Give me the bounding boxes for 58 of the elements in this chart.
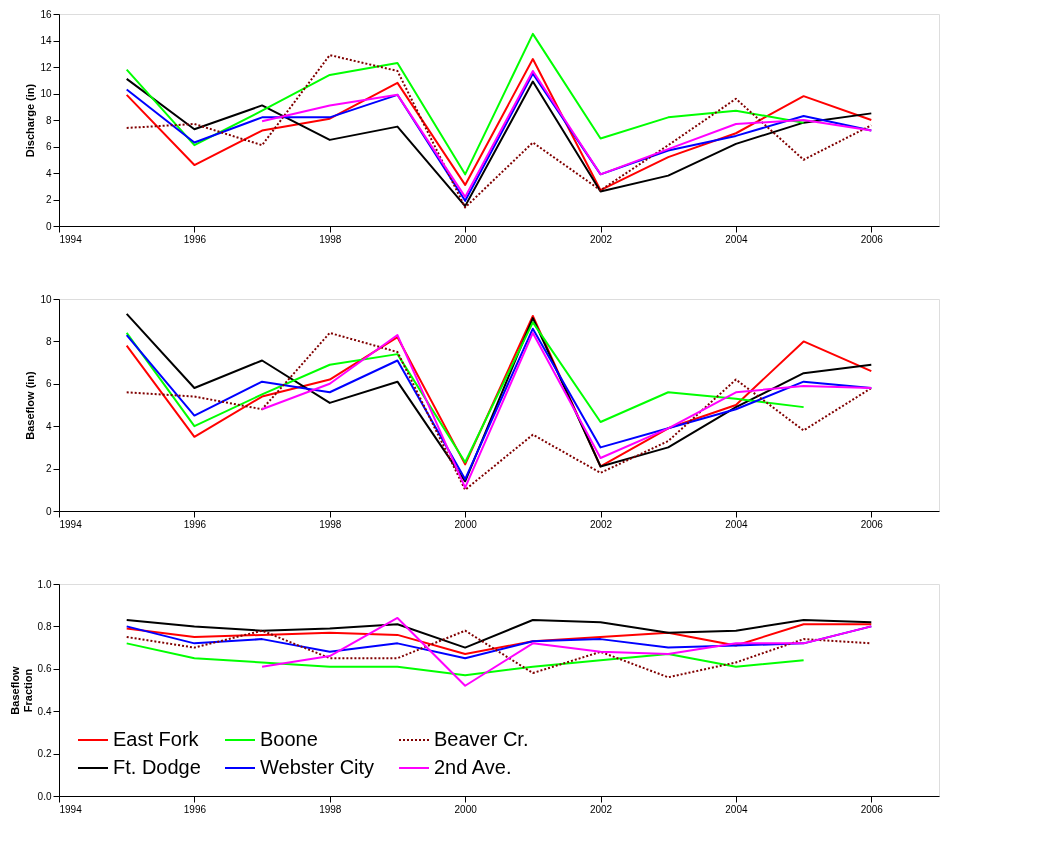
x-tick-label: 1998 (319, 233, 342, 245)
x-tick-label: 1994 (59, 233, 83, 245)
y-tick-label: 0 (45, 220, 52, 232)
y-tick-label: 8 (45, 114, 52, 126)
line-series (261, 616, 873, 687)
y-tick-label: 16 (40, 8, 52, 20)
y-tick-label: 2 (45, 463, 52, 475)
x-tick-label: 2006 (860, 803, 884, 815)
x-tick-label: 2006 (860, 233, 884, 245)
y-tick-label: 4 (45, 420, 52, 432)
y-tick-label: 0.2 (37, 748, 52, 760)
legend-label: East Fork (113, 728, 200, 750)
y-tick-label: 6 (45, 378, 52, 390)
line-series (125, 32, 805, 176)
line-series (125, 619, 873, 649)
legend-label: Boone (260, 728, 318, 750)
x-tick-label: 1996 (183, 518, 207, 530)
line-series (125, 321, 805, 464)
y-tick-label: 0.0 (37, 790, 52, 802)
y-axis-title: Discharge (in) (24, 83, 37, 158)
y-tick-label: 10 (40, 293, 52, 305)
y-tick-label: 1.0 (37, 578, 52, 590)
y-tick-label: 8 (45, 335, 52, 347)
x-tick-label: 2004 (725, 233, 748, 245)
x-tick-label: 2002 (589, 803, 613, 815)
y-tick-label: 6 (45, 141, 52, 152)
x-tick-label: 1996 (183, 803, 207, 815)
x-tick-label: 1998 (319, 803, 342, 815)
line-series (261, 331, 873, 489)
x-tick-label: 1998 (319, 518, 342, 530)
x-tick-label: 2002 (589, 518, 613, 530)
x-tick-label: 2004 (725, 518, 748, 530)
y-tick-label: 14 (40, 35, 52, 46)
y-tick-label: 2 (45, 194, 52, 205)
x-tick-label: 1994 (59, 803, 83, 815)
x-tick-label: 1996 (183, 233, 207, 245)
legend-label: Beaver Cr. (434, 728, 529, 750)
x-tick-label: 2000 (454, 233, 478, 245)
line-series (261, 69, 873, 198)
y-tick-label: 0.4 (37, 705, 52, 717)
y-tick-label: 10 (40, 88, 52, 99)
x-tick-label: 2002 (589, 233, 613, 245)
y-axis-title: Baseflow Fraction (8, 665, 34, 715)
x-tick-label: 1994 (59, 518, 83, 530)
y-tick-label: 0 (45, 505, 52, 517)
line-series (125, 642, 805, 677)
y-tick-label: 0.6 (37, 663, 52, 675)
x-tick-label: 2006 (860, 518, 884, 530)
legend-label: 2nd Ave. (434, 756, 512, 778)
y-tick-label: 12 (40, 61, 52, 73)
y-tick-label: 4 (45, 167, 52, 179)
y-axis-title: Baseflow (in) (24, 370, 37, 440)
x-tick-label: 2000 (454, 803, 478, 815)
x-tick-label: 2004 (725, 803, 748, 815)
legend-label: Webster City (260, 756, 375, 778)
x-tick-label: 2000 (454, 518, 478, 530)
y-tick-label: 0.8 (37, 620, 52, 632)
legend-label: Ft. Dodge (113, 756, 201, 778)
